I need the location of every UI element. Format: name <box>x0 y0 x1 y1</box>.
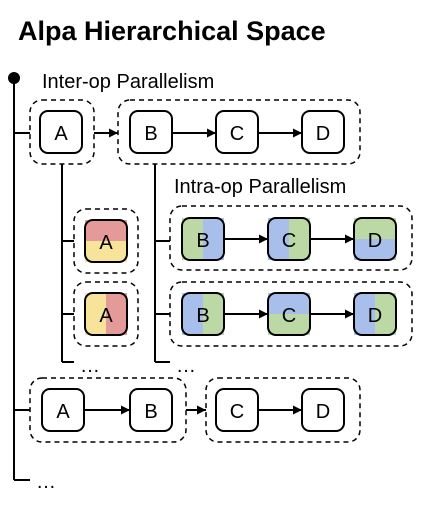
node-b2-green-part <box>203 293 224 335</box>
node-d1-label: D <box>368 230 382 252</box>
node-b-row2 <box>129 388 173 432</box>
node-a-label: A <box>54 123 68 145</box>
stage-group-cd <box>205 377 361 443</box>
node-d <box>301 110 345 154</box>
intra-op-option-a-1 <box>73 208 139 274</box>
intra-op-tree-a: … A A <box>61 164 139 377</box>
node-d-option-1 <box>353 217 397 261</box>
node-a2-red-part <box>106 293 127 335</box>
node-d2-green-part <box>375 293 396 335</box>
node-a-option-1 <box>84 219 128 263</box>
intra-op-option-bcd-2 <box>169 281 413 347</box>
node-b1-green-part <box>182 218 203 260</box>
diagram-title: Alpa Hierarchical Space <box>18 16 326 46</box>
root-ellipsis: … <box>36 471 56 493</box>
node-b2-label: B <box>196 305 209 327</box>
node-c2-blue-part <box>268 293 310 314</box>
node-b2-blue-part <box>182 293 203 335</box>
node-a <box>39 110 83 154</box>
node-b1-label: B <box>196 230 209 252</box>
stage-group-ab <box>29 377 187 443</box>
tree-bcd-ellipsis: … <box>176 355 196 377</box>
node-a1-red-part <box>85 220 127 241</box>
node-d2-label: D <box>368 305 382 327</box>
intra-op-tree-bcd: … B C D B C D <box>154 164 413 377</box>
inter-op-row-2: A B C D <box>29 377 361 443</box>
node-c2-label: C <box>282 305 296 327</box>
inter-op-label: Inter-op Parallelism <box>42 71 214 93</box>
node-d1-blue-part <box>354 239 396 260</box>
root-tree <box>8 72 30 481</box>
node-a-option-2 <box>84 292 128 336</box>
node-a1-yellow-part <box>85 241 127 262</box>
node-a2-label: A <box>99 305 113 327</box>
node-d1-green-part <box>354 218 396 239</box>
inter-op-row-1: A B C D <box>29 99 361 165</box>
stage-group-bcd <box>117 99 361 165</box>
node-b-row2-label: B <box>144 401 157 423</box>
intra-op-label: Intra-op Parallelism <box>174 176 346 198</box>
node-c2-green-part <box>268 314 310 335</box>
node-b1-blue-part <box>203 218 224 260</box>
node-c1-blue-part <box>268 218 289 260</box>
node-c-label: C <box>230 123 244 145</box>
node-b-label: B <box>144 123 157 145</box>
node-c1-green-part <box>289 218 310 260</box>
intra-op-option-a-2 <box>73 281 139 347</box>
node-a-row2-label: A <box>56 401 70 423</box>
tree-a-ellipsis: … <box>80 355 100 377</box>
node-c-row2-label: C <box>230 401 244 423</box>
node-d-row2-label: D <box>316 401 330 423</box>
node-a2-yellow-part <box>85 293 106 335</box>
node-a1-label: A <box>99 232 113 254</box>
node-d2-blue-part <box>354 293 375 335</box>
node-d-option-2 <box>353 292 397 336</box>
node-c1-label: C <box>282 230 296 252</box>
intra-op-option-bcd-1 <box>169 205 413 271</box>
node-d-row2 <box>301 388 345 432</box>
node-d-label: D <box>316 123 330 145</box>
